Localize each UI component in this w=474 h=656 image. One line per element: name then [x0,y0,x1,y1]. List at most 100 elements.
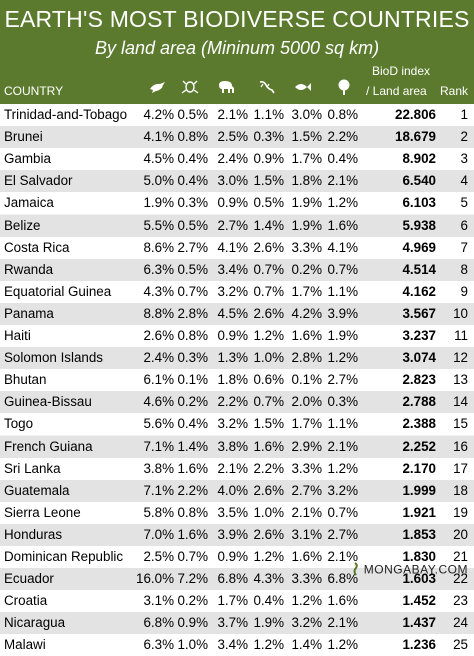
biod-index-cell: 22.806 [395,107,436,122]
plant-pct-cell: 1.6% [327,217,358,233]
country-cell: Jamaica [4,195,54,211]
fish-pct-cell: 1.7% [291,283,322,299]
amphibian-pct-cell: 0.1% [177,372,208,388]
mammal-pct-cell: 2.1% [217,460,248,476]
country-cell: Gambia [4,151,51,167]
table-row: Malawi 6.3% 1.0% 3.4% 1.2% 1.4% 1.2% 1.236 25 [0,634,474,656]
amphibian-pct-cell: 0.8% [177,328,208,343]
biod-index-cell: 1.830 [402,549,436,564]
mammal-pct-cell: 3.9% [217,526,248,542]
fish-pct-cell: 1.9% [291,217,322,233]
rank-cell: 7 [460,239,468,255]
rank-cell: 8 [460,261,468,277]
reptile-pct-cell: 0.4% [253,593,284,609]
rank-cell: 12 [453,350,468,366]
country-cell: Sierra Leone [4,504,81,520]
table-row: Guatemala 7.1% 2.2% 4.0% 2.6% 2.7% 3.2% 1.999 18 [0,479,474,502]
country-cell: Trinidad-and-Tobago [4,107,128,122]
plant-pct-cell: 0.4% [327,151,358,167]
amphibian-pct-cell: 0.2% [177,394,208,410]
amphibian-pct-cell: 0.2% [177,593,208,609]
mammal-pct-cell: 2.5% [217,129,248,145]
bird-pct-cell: 7.1% [143,438,174,454]
country-cell: Haiti [4,328,31,343]
bird-pct-cell: 6.3% [143,637,174,653]
country-cell: Rwanda [4,261,54,277]
fish-pct-cell: 2.7% [291,482,322,498]
mammal-pct-cell: 3.2% [217,416,248,432]
bird-pct-cell: 5.5% [143,217,174,233]
plant-pct-cell: 0.7% [327,261,358,277]
biod-index-cell: 1.236 [402,637,436,653]
country-cell: Sri Lanka [4,460,61,476]
table-row: Nicaragua 6.8% 0.9% 3.7% 1.9% 3.2% 2.1% 1.437 24 [0,612,474,635]
bird-pct-cell: 5.8% [143,504,174,520]
reptile-pct-cell: 0.7% [253,261,284,277]
fish-pct-cell: 2.9% [291,438,322,454]
table-row: Croatia 3.1% 0.2% 1.7% 0.4% 1.2% 1.6% 1.452 23 [0,590,474,613]
rank-cell: 14 [453,394,468,410]
table-row: El Salvador 5.0% 0.4% 3.0% 1.5% 1.8% 2.1% 6.540… [0,170,474,193]
biod-index-cell: 2.788 [402,394,436,410]
bird-pct-cell: 2.5% [143,549,174,564]
table-row: Costa Rica 8.6% 2.7% 4.1% 2.6% 3.3% 4.1% 4.969 7 [0,236,474,259]
rank-cell: 1 [460,107,468,122]
rank-cell: 16 [453,438,468,454]
reptile-pct-cell: 2.6% [253,526,284,542]
reptile-pct-cell: 0.7% [253,283,284,299]
table-row: French Guiana 7.1% 1.4% 3.8% 1.6% 2.9% 2.1% 2.2… [0,435,474,458]
plant-pct-cell: 0.8% [327,107,358,122]
fish-pct-cell: 4.2% [291,305,322,321]
country-cell: Croatia [4,593,48,609]
table-row: Panama 8.8% 2.8% 4.5% 2.6% 4.2% 3.9% 3.567 10 [0,302,474,325]
country-cell: Solomon Islands [4,350,103,366]
amphibian-pct-cell: 0.4% [177,416,208,432]
amphibian-pct-cell: 0.9% [177,615,208,631]
table-row: Bhutan 6.1% 0.1% 1.8% 0.6% 0.1% 2.7% 2.823 13 [0,369,474,392]
table-row: Jamaica 1.9% 0.3% 0.9% 0.5% 1.9% 1.2% 6.103 5 [0,192,474,215]
rank-cell: 19 [453,504,468,520]
reptile-pct-cell: 2.2% [253,460,284,476]
bird-pct-cell: 4.1% [143,129,174,145]
mammal-pct-cell: 3.4% [217,637,248,653]
reptile-pct-cell: 1.0% [253,350,284,366]
amphibian-pct-cell: 0.7% [177,283,208,299]
footer-brand: MONGABAY.COM [349,562,468,579]
biod-index-cell: 2.823 [402,372,436,388]
reptile-pct-cell: 0.3% [253,129,284,145]
reptile-pct-cell: 4.3% [253,571,284,587]
table-row: Solomon Islands 2.4% 0.3% 1.3% 1.0% 2.8% 1.2% 3… [0,347,474,370]
table-row: Guinea-Bissau 4.6% 0.2% 2.2% 0.7% 2.0% 0.3% 2.7… [0,391,474,414]
tree-icon [334,79,354,95]
reptile-pct-cell: 2.6% [253,305,284,321]
fish-pct-cell: 2.1% [291,504,322,520]
rank-column-header: Rank [440,84,469,98]
rank-cell: 11 [454,328,468,343]
amphibian-pct-cell: 0.8% [177,504,208,520]
amphibian-pct-cell: 0.3% [177,350,208,366]
biod-index-cell: 4.162 [402,283,436,299]
plant-pct-cell: 1.1% [327,416,358,432]
amphibian-pct-cell: 0.3% [177,195,208,211]
amphibian-pct-cell: 0.4% [177,173,208,189]
biod-index-cell: 5.938 [402,217,436,233]
table-row: Togo 5.6% 0.4% 3.2% 1.5% 1.7% 1.1% 2.388 15 [0,413,474,436]
plant-pct-cell: 2.1% [327,438,358,454]
fish-pct-cell: 1.6% [291,549,322,564]
plant-pct-cell: 0.3% [327,394,358,410]
rank-cell: 4 [460,173,468,189]
lizard-icon [256,79,276,95]
plant-pct-cell: 2.1% [327,615,358,631]
fish-pct-cell: 3.0% [291,107,322,122]
amphibian-pct-cell: 1.4% [177,438,208,454]
reptile-pct-cell: 0.5% [253,195,284,211]
plant-pct-cell: 2.7% [327,526,358,542]
gecko-logo-icon [349,562,361,579]
plant-pct-cell: 1.2% [327,637,358,653]
table-row: Trinidad-and-Tobago 4.2% 0.5% 2.1% 1.1% 3.0% 0… [0,104,474,127]
reptile-pct-cell: 1.4% [253,217,284,233]
bird-pct-cell: 5.6% [143,416,174,432]
bird-pct-cell: 8.8% [143,305,174,321]
plant-pct-cell: 1.2% [327,460,358,476]
mammal-pct-cell: 6.8% [217,571,248,587]
